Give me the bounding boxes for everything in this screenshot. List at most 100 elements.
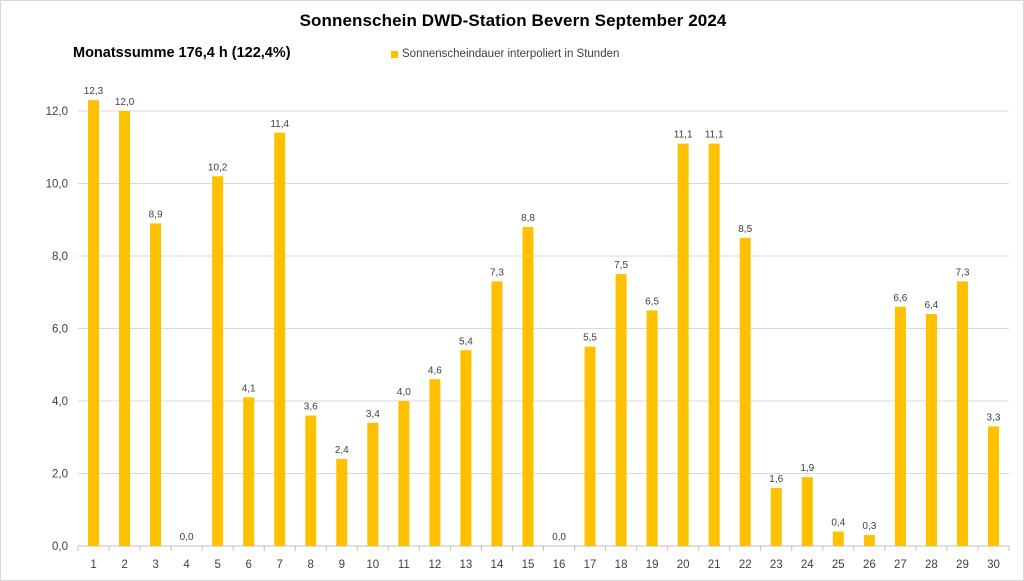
y-tick-label: 4,0	[52, 396, 68, 408]
x-tick-label: 24	[801, 559, 814, 571]
bar	[522, 227, 534, 546]
data-label: 5,5	[583, 333, 597, 344]
data-label: 11,1	[674, 130, 693, 141]
x-tick-label: 16	[553, 559, 566, 571]
x-tick-label: 9	[339, 559, 345, 571]
x-tick-label: 10	[366, 559, 379, 571]
data-label: 1,6	[769, 474, 783, 485]
legend-label: Sonnenscheindauer interpoliert in Stunde…	[402, 48, 620, 60]
data-label: 1,9	[800, 463, 814, 474]
data-label: 8,8	[521, 213, 535, 224]
data-label: 0,4	[831, 518, 845, 529]
x-tick-label: 15	[522, 559, 535, 571]
x-tick-label: 5	[214, 559, 220, 571]
bar	[88, 100, 100, 546]
x-tick-label: 17	[584, 559, 597, 571]
data-label: 5,4	[459, 336, 473, 347]
x-tick-label: 22	[739, 559, 752, 571]
x-tick-label: 29	[956, 559, 969, 571]
x-tick-label: 7	[277, 559, 283, 571]
data-label: 11,4	[270, 119, 289, 130]
bar	[708, 143, 720, 546]
legend-swatch	[391, 50, 398, 58]
x-tick-label: 2	[121, 559, 127, 571]
data-label: 0,3	[862, 521, 876, 532]
y-tick-label: 2,0	[52, 469, 68, 481]
bar	[801, 477, 813, 546]
data-label: 4,6	[428, 365, 442, 376]
x-tick-label: 18	[615, 559, 628, 571]
bar	[336, 459, 348, 546]
data-label: 6,6	[893, 293, 907, 304]
chart-subtitle: Monatssumme 176,4 h (122,4%)	[73, 45, 291, 61]
x-tick-label: 12	[428, 559, 441, 571]
bar	[305, 415, 317, 546]
x-tick-label: 6	[245, 559, 251, 571]
data-label: 6,5	[645, 296, 659, 307]
y-tick-label: 6,0	[52, 324, 68, 336]
x-tick-label: 26	[863, 559, 876, 571]
data-label: 3,3	[987, 412, 1001, 423]
bar	[925, 314, 937, 546]
x-tick-label: 20	[677, 559, 690, 571]
bar	[987, 426, 999, 546]
data-label: 10,2	[208, 162, 228, 173]
data-label: 8,5	[738, 224, 752, 235]
bar	[150, 223, 162, 546]
data-label: 7,5	[614, 260, 628, 271]
data-label: 3,6	[304, 402, 318, 413]
data-label: 7,3	[955, 267, 969, 278]
chart-title: Sonnenschein DWD-Station Bevern Septembe…	[299, 11, 727, 30]
legend: Sonnenscheindauer interpoliert in Stunde…	[391, 48, 619, 60]
x-tick-label: 21	[708, 559, 721, 571]
y-tick-label: 12,0	[46, 106, 68, 118]
bar	[584, 346, 596, 546]
data-label: 6,4	[924, 300, 938, 311]
bar	[491, 281, 503, 546]
x-tick-label: 13	[460, 559, 473, 571]
x-tick-label: 25	[832, 559, 845, 571]
x-tick-label: 4	[183, 559, 190, 571]
bar	[832, 531, 844, 546]
y-tick-label: 8,0	[52, 251, 68, 263]
bar	[398, 401, 410, 546]
x-tick-label: 8	[308, 559, 314, 571]
bar	[894, 306, 906, 546]
data-label: 3,4	[366, 409, 380, 420]
x-tick-label: 27	[894, 559, 907, 571]
bar	[274, 132, 286, 546]
x-tick-label: 3	[152, 559, 158, 571]
bar	[212, 176, 224, 546]
data-label: 12,0	[115, 97, 135, 108]
data-label: 0,0	[552, 532, 566, 543]
bar	[677, 143, 689, 546]
x-tick-label: 11	[398, 559, 410, 571]
data-label: 7,3	[490, 267, 504, 278]
data-label: 8,9	[149, 209, 163, 220]
data-label: 11,1	[705, 130, 724, 141]
bar	[367, 422, 379, 546]
bar	[646, 310, 658, 546]
bar	[739, 237, 751, 546]
bar	[956, 281, 968, 546]
y-tick-label: 10,0	[46, 179, 68, 191]
data-label: 4,0	[397, 387, 411, 398]
bar	[429, 379, 441, 546]
x-tick-label: 14	[491, 559, 504, 571]
x-tick-label: 28	[925, 559, 938, 571]
data-label: 12,3	[84, 86, 104, 97]
x-tick-label: 19	[646, 559, 659, 571]
x-tick-label: 30	[987, 559, 1000, 571]
bar	[615, 274, 627, 546]
bar	[770, 488, 782, 546]
data-label: 0,0	[180, 532, 194, 543]
data-label: 4,1	[242, 383, 256, 394]
bar	[863, 535, 875, 546]
bar	[119, 111, 131, 546]
x-tick-label: 1	[90, 559, 96, 571]
x-tick-label: 23	[770, 559, 783, 571]
y-tick-label: 0,0	[52, 541, 68, 553]
data-label: 2,4	[335, 445, 349, 456]
